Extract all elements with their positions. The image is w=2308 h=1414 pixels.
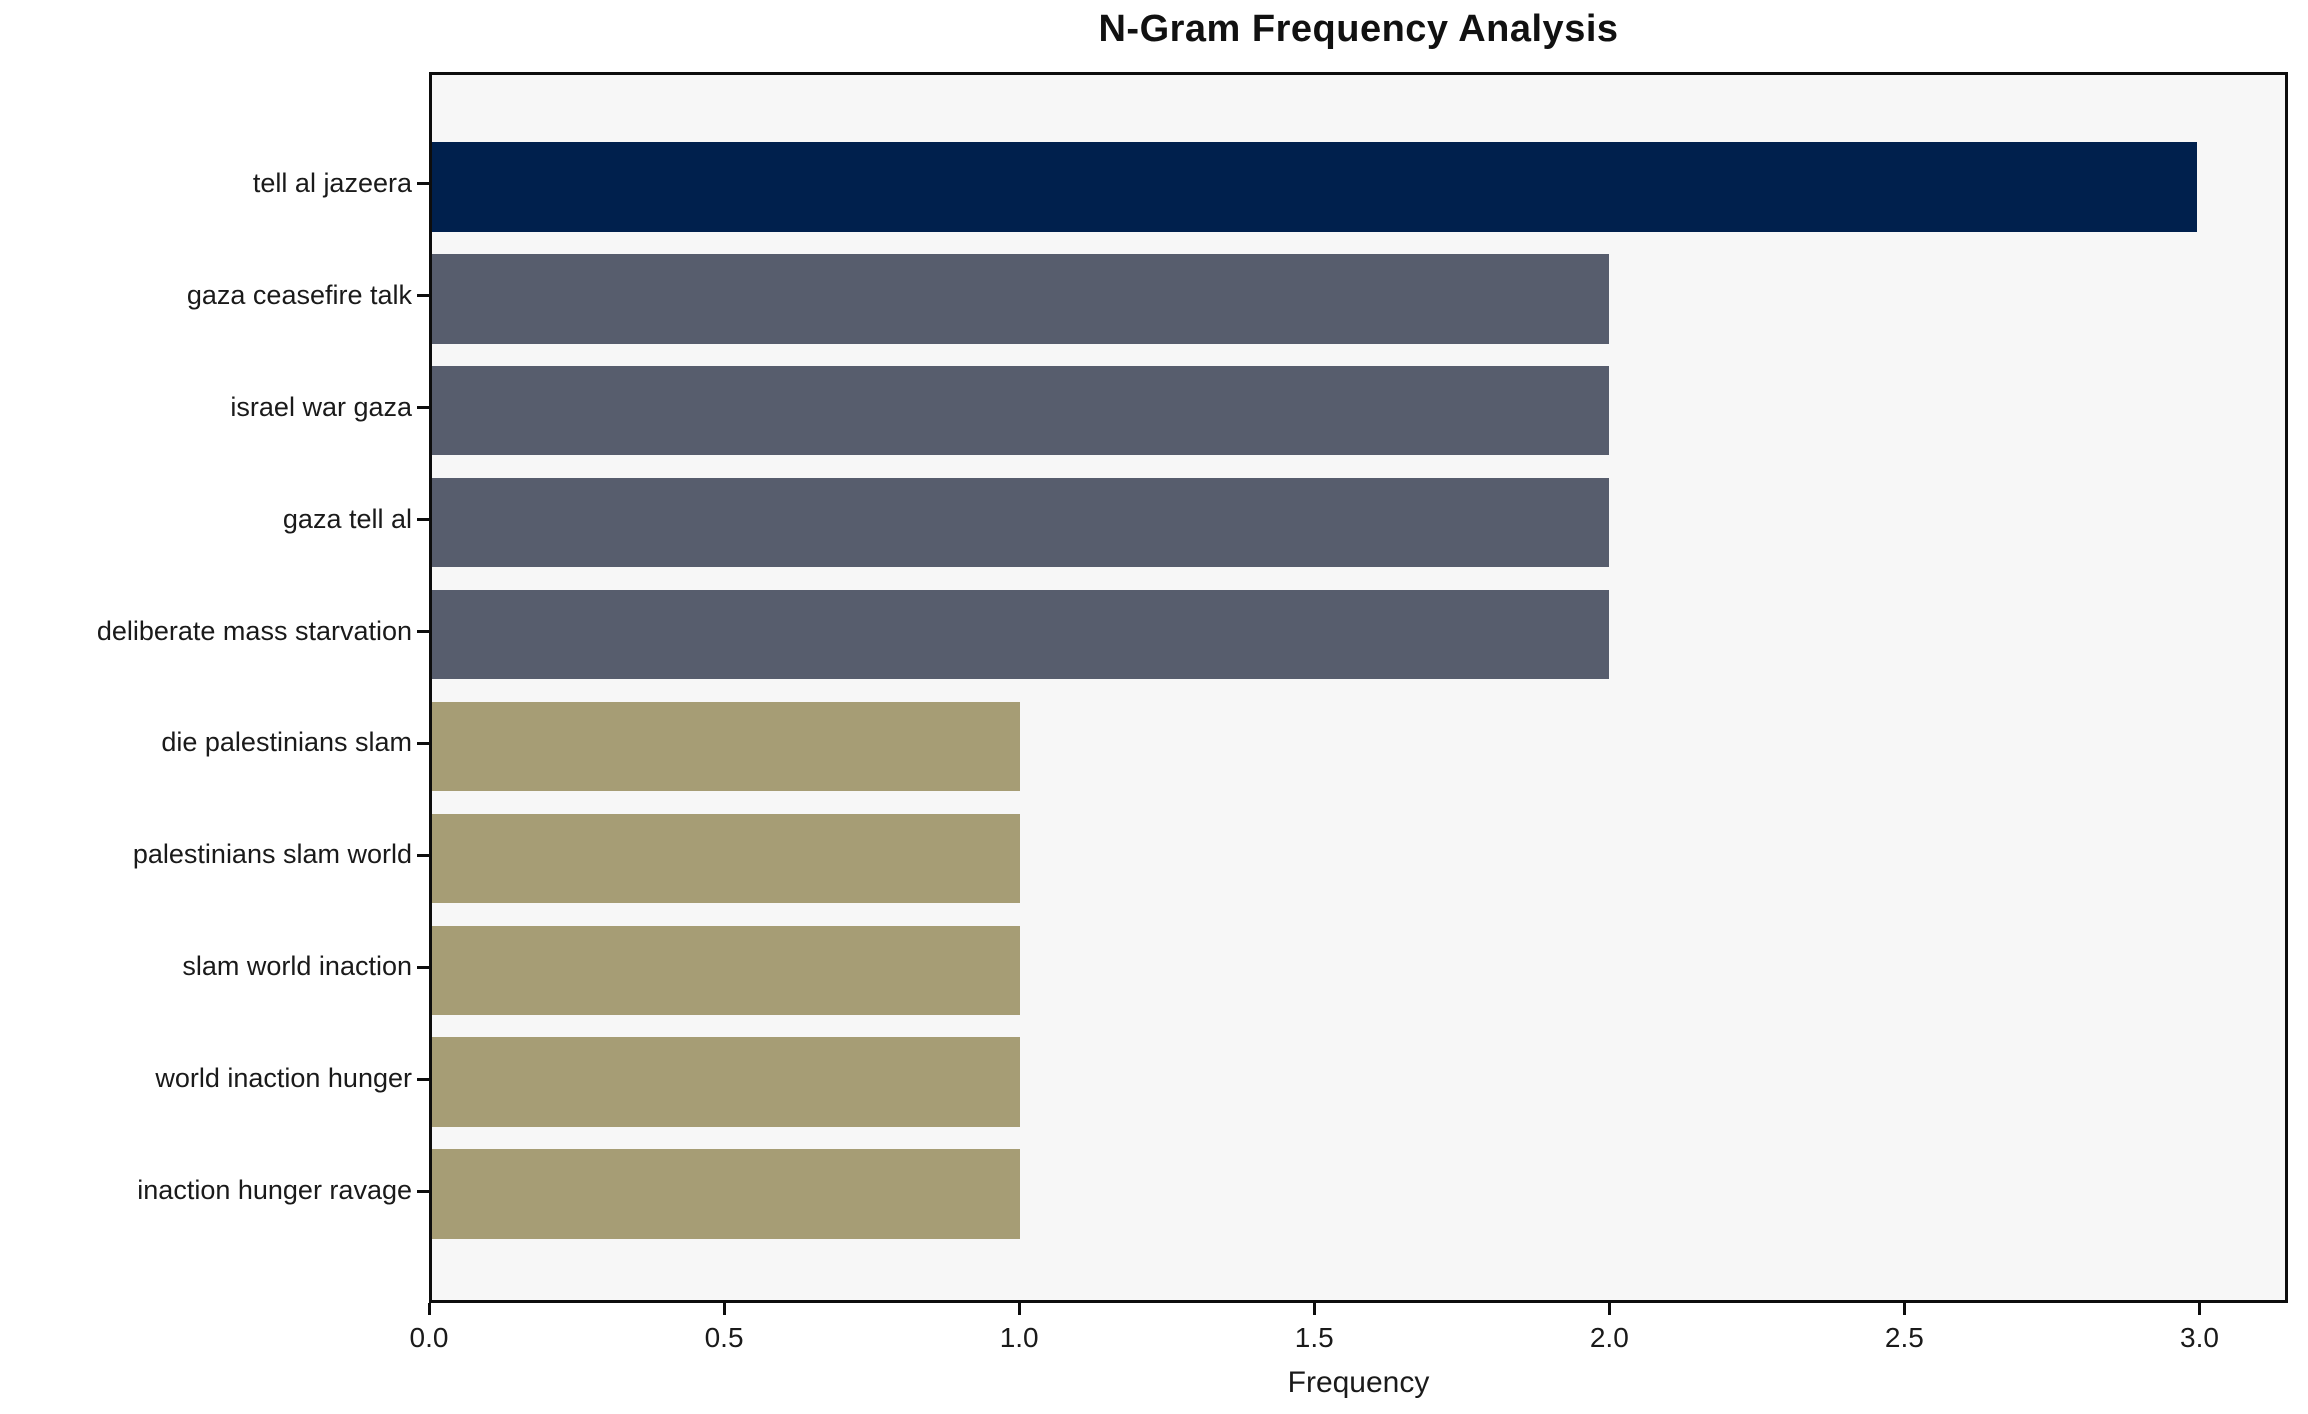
x-tick-label: 1.5 (1294, 1322, 1334, 1353)
x-tick-mark (1312, 1303, 1316, 1315)
y-tick-label: gaza tell al (282, 503, 412, 534)
y-tick-label: slam world inaction (182, 951, 412, 982)
y-tick-mark (417, 853, 429, 857)
y-tick-label: deliberate mass starvation (96, 615, 412, 646)
x-tick-label: 2.5 (1884, 1322, 1924, 1353)
bar (432, 1149, 1021, 1239)
bar (432, 589, 1609, 680)
y-tick-label: tell al jazeera (252, 167, 412, 198)
y-tick-mark (417, 1189, 429, 1193)
bar (432, 365, 1609, 456)
y-tick-label: inaction hunger ravage (137, 1175, 412, 1206)
y-tick-mark (417, 630, 429, 634)
x-tick-label: 0.0 (409, 1322, 449, 1353)
y-axis-labels: tell al jazeera gaza ceasefire talk israel… (0, 72, 412, 1303)
y-tick-label: die palestinians slam (161, 727, 412, 758)
y-tick-mark (417, 741, 429, 745)
x-tick-mark (1607, 1303, 1611, 1315)
y-tick-mark (417, 965, 429, 969)
x-tick-label: 0.5 (704, 1322, 744, 1353)
y-tick-label: world inaction hunger (155, 1063, 412, 1094)
y-tick-mark (417, 406, 429, 410)
x-tick-mark (2197, 1303, 2201, 1315)
bars-layer (432, 75, 2285, 1300)
bar (432, 1037, 1021, 1127)
x-axis-title: Frequency (1287, 1366, 1430, 1399)
y-tick-label: gaza ceasefire talk (186, 279, 412, 310)
bar (432, 254, 1609, 344)
chart-title: N-Gram Frequency Analysis (1098, 8, 1619, 50)
x-tick-mark (427, 1303, 431, 1315)
x-tick-label: 3.0 (2180, 1322, 2219, 1353)
y-tick-mark (417, 518, 429, 522)
y-tick-mark (417, 294, 429, 298)
x-tick-label: 1.0 (999, 1322, 1039, 1353)
y-tick-mark (417, 182, 429, 186)
bar (432, 477, 1609, 568)
y-tick-label: palestinians slam world (132, 839, 412, 870)
bar (432, 925, 1021, 1016)
y-tick-label: israel war gaza (230, 391, 412, 422)
bar (432, 813, 1021, 904)
x-tick-label: 2.0 (1589, 1322, 1629, 1353)
plot-area (429, 72, 2288, 1303)
bar (432, 701, 1021, 792)
x-tick-mark (1017, 1303, 1021, 1315)
bar (432, 142, 2197, 232)
x-tick-mark (1902, 1303, 1906, 1315)
y-tick-mark (417, 1077, 429, 1081)
x-tick-mark (722, 1303, 726, 1315)
